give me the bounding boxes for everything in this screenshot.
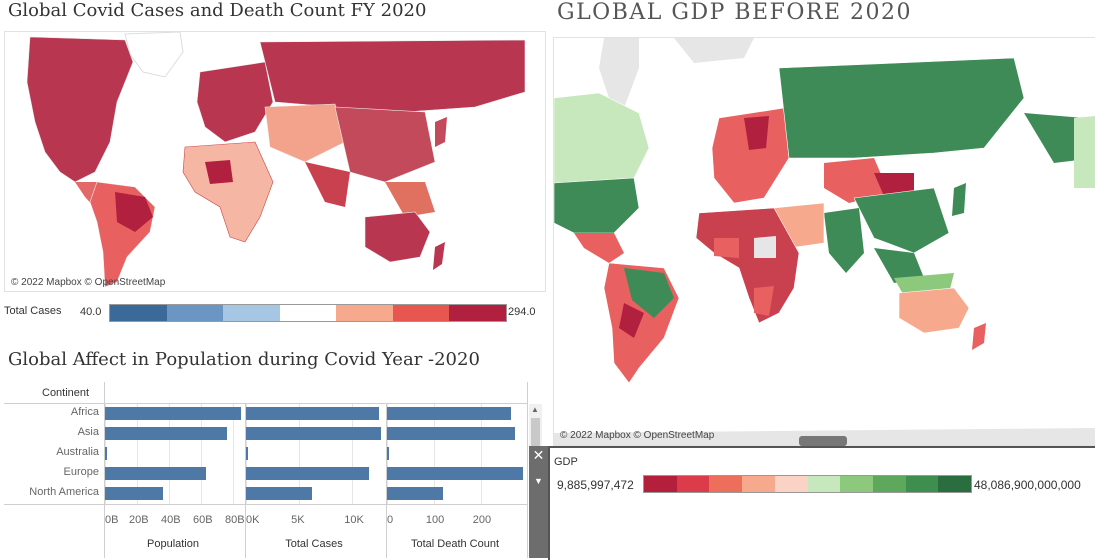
bar-africa[interactable] (246, 407, 379, 420)
covid-map-shapes (26, 32, 526, 288)
covid-legend-swatch (449, 305, 507, 321)
axis-tick-label: 100 (425, 514, 445, 526)
scroll-up-icon[interactable]: ▲ (531, 405, 539, 414)
gdp-legend-swatch (644, 476, 677, 492)
covid-legend-swatch (223, 305, 280, 321)
gridline (137, 404, 138, 504)
bar-europe[interactable] (387, 467, 523, 480)
covid-cases-map[interactable]: © 2022 Mapbox © OpenStreetMap (4, 31, 546, 292)
right-legend-label: GDP (554, 456, 578, 468)
bar-asia[interactable] (105, 427, 227, 440)
bar-north-america[interactable] (387, 487, 444, 500)
right-legend-max: 48,086,900,000,000 (974, 478, 1081, 492)
bar-africa[interactable] (387, 407, 512, 420)
axis-top-line (4, 504, 527, 505)
gdp-map[interactable]: © 2022 Mapbox © OpenStreetMap (553, 37, 1095, 446)
category-label[interactable]: North America (29, 486, 99, 498)
gridline (352, 404, 354, 504)
gridline (480, 404, 482, 504)
panel-divider-1 (245, 403, 246, 558)
covid-legend-swatch (110, 305, 167, 321)
gdp-map-shapes (554, 38, 1095, 445)
axis-tick-label: 200 (472, 514, 492, 526)
left-legend-label: Total Cases (4, 305, 62, 317)
bar-north-america[interactable] (246, 487, 312, 500)
gdp-legend-swatch (840, 476, 873, 492)
left-map-attribution[interactable]: © 2022 Mapbox © OpenStreetMap (11, 277, 166, 288)
pane-splitter-handle[interactable] (799, 436, 847, 446)
gdp-legend-swatch (676, 476, 710, 492)
covid-legend-swatch (336, 305, 393, 321)
bar-europe[interactable] (246, 467, 370, 480)
axis-tick-label: 0K (246, 514, 260, 526)
left-map-title: Global Covid Cases and Death Count FY 20… (8, 0, 427, 21)
gdp-legend-swatch (872, 476, 906, 492)
right-map-attribution[interactable]: © 2022 Mapbox © OpenStreetMap (560, 430, 715, 441)
axis-title: Population (147, 538, 199, 550)
axis-tick-label: 80B (225, 514, 245, 526)
gridline (201, 404, 202, 504)
right-color-legend[interactable] (643, 475, 972, 493)
gdp-legend-swatch (905, 476, 939, 492)
bar-asia[interactable] (246, 427, 381, 440)
gdp-legend-swatch (774, 476, 808, 492)
bar-asia[interactable] (387, 427, 516, 440)
gridline (233, 404, 234, 504)
bar-australia[interactable] (387, 447, 389, 460)
gridline (299, 404, 301, 504)
bar-chart-title: Global Affect in Population during Covid… (8, 349, 480, 370)
gdp-legend-swatch (742, 476, 775, 492)
bar-north-america[interactable] (105, 487, 163, 500)
legend-panel-sidebar (529, 446, 548, 558)
category-label[interactable]: Africa (70, 406, 99, 418)
panel-divider-3 (527, 382, 528, 558)
axis-tick-label: 20B (129, 514, 149, 526)
dropdown-arrow-icon[interactable]: ▼ (534, 476, 543, 486)
axis-tick-label: 5K (291, 514, 305, 526)
axis-tick-label: 0B (105, 514, 119, 526)
category-label[interactable]: Australia (56, 446, 99, 458)
bar-australia[interactable] (105, 447, 107, 460)
close-icon[interactable]: ✕ (532, 447, 545, 463)
gridline (433, 404, 435, 504)
row-header-divider (104, 382, 105, 558)
category-label[interactable]: Asia (77, 426, 99, 438)
gdp-legend-swatch (709, 476, 743, 492)
left-legend-max: 294.0 (508, 306, 536, 318)
gdp-legend-swatch (938, 476, 972, 492)
axis-tick-label: 60B (193, 514, 213, 526)
continent-header: Continent (42, 387, 90, 399)
right-legend-min: 9,885,997,472 (557, 478, 634, 492)
bar-africa[interactable] (105, 407, 241, 420)
header-divider (4, 403, 527, 404)
left-legend-min: 40.0 (80, 306, 102, 318)
gdp-legend-swatch (807, 476, 841, 492)
panel-divider-2 (386, 403, 387, 558)
right-map-title: GLOBAL GDP BEFORE 2020 (557, 0, 913, 25)
bar-europe[interactable] (105, 467, 206, 480)
axis-tick-label: 0 (387, 514, 394, 526)
axis-title: Total Death Count (410, 538, 500, 550)
axis-tick-label: 10K (344, 514, 364, 526)
category-label[interactable]: Europe (63, 466, 99, 478)
gridline (169, 404, 170, 504)
covid-legend-swatch (166, 305, 224, 321)
bar-australia[interactable] (246, 447, 248, 460)
left-color-legend[interactable] (109, 304, 507, 322)
covid-legend-swatch (392, 305, 450, 321)
axis-tick-label: 40B (161, 514, 181, 526)
axis-title: Total Cases (285, 538, 343, 550)
covid-legend-swatch (279, 305, 337, 321)
gdp-legend-panel (548, 446, 1095, 560)
